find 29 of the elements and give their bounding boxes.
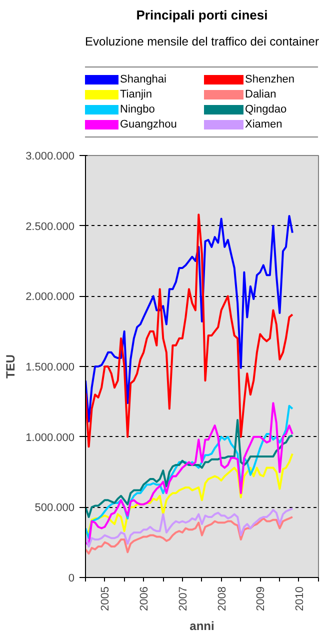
- legend-label: Qingdao: [245, 103, 288, 115]
- x-tick-label: 2006: [138, 586, 151, 611]
- x-axis-title: anni: [190, 618, 214, 633]
- x-tick-label: 2005: [100, 586, 112, 611]
- y-tick-label: 3.000.000: [26, 150, 74, 162]
- legend-label: Shenzhen: [245, 73, 296, 85]
- legend-label: Xiamen: [245, 118, 284, 130]
- x-tick-label: 2007: [177, 586, 190, 611]
- x-tick-label: 2008: [216, 586, 228, 611]
- line-series: [86, 452, 294, 536]
- legend-label: Ningbo: [120, 103, 156, 115]
- y-tick-label: 1.500.000: [26, 362, 74, 374]
- legend-label: Guangzhou: [120, 118, 178, 130]
- line-series: [86, 516, 294, 555]
- y-tick-label: 0: [68, 572, 75, 584]
- y-tick-label: 1.000.000: [26, 432, 74, 444]
- x-tick-label: 2010: [294, 586, 306, 611]
- chart-title: Principali porti cinesi: [136, 8, 268, 22]
- y-tick-label: 500.000: [34, 502, 75, 514]
- y-axis-title: TEU: [4, 354, 18, 378]
- legend-label: Shanghai: [120, 73, 168, 85]
- y-tick-label: 2.000.000: [26, 291, 74, 304]
- legend-label: Dalian: [245, 88, 278, 100]
- legend-label: Tianjin: [120, 88, 153, 100]
- line-series: [86, 508, 294, 548]
- chart-subtitle: Evoluzione mensile del traffico dei container: [85, 34, 319, 48]
- y-tick-label: 2.500.000: [26, 220, 74, 233]
- line-series: [86, 418, 294, 518]
- x-tick-label: 2009: [255, 586, 268, 611]
